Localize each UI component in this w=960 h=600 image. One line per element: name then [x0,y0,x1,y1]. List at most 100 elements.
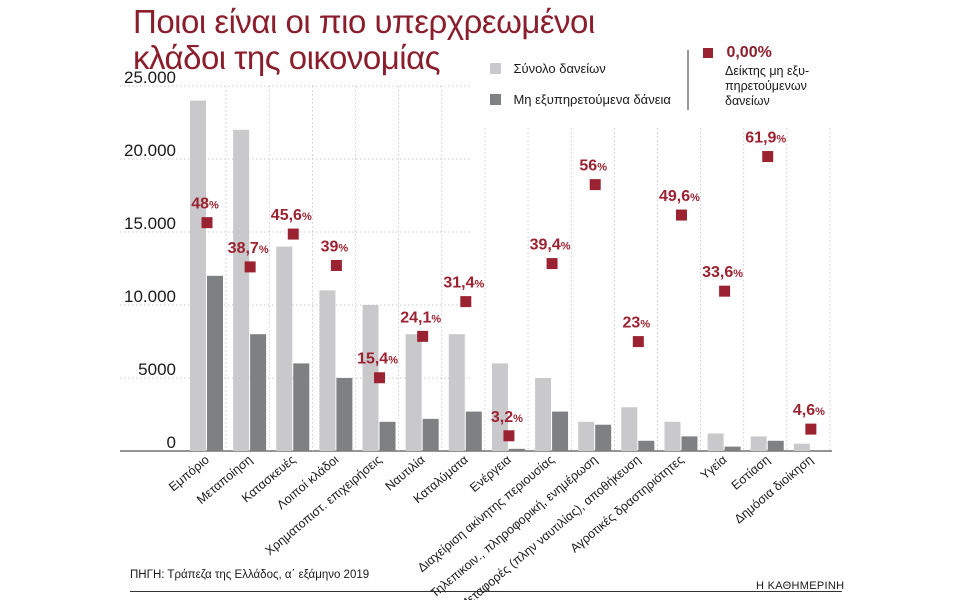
rate-marker [503,430,515,442]
bar-total [535,378,552,451]
bar-total [190,100,206,451]
y-tick-label: 5000 [138,360,176,379]
rate-label: 61,9% [745,130,786,147]
rate-marker [460,296,472,308]
rate-marker [244,261,256,273]
bar-total [319,290,336,451]
bar-npl [638,440,655,451]
legend-rate-swatch [703,47,713,58]
legend-rate-line-3: δανείων [725,94,770,108]
bar-npl [552,411,569,451]
rate-percent-sign: % [733,268,743,280]
bar-npl [681,436,698,451]
x-tick-label: Υγεία [698,453,730,483]
bar-npl [207,275,223,451]
rate-marker [330,259,342,271]
legend-rate-value: 0,00% [726,44,772,61]
rate-percent-sign: % [474,279,484,291]
bars [190,100,810,452]
rate-marker [374,372,386,384]
rate-label: 4,6% [793,402,825,419]
rate-label: 31,4% [443,275,484,292]
rate-percent-sign: % [776,134,786,146]
rate-label: 23% [623,315,651,332]
title-line-1: Ποιοι είναι οι πιο υπερχρεωμένοι [133,3,595,40]
y-tick-label: 10.000 [124,287,176,306]
rate-marker [719,285,731,297]
rate-marker [201,217,213,229]
bar-npl [767,440,784,451]
rate-marker [287,228,299,240]
rate-marker [546,258,558,270]
rate-percent-sign: % [597,162,607,174]
y-tick-label: 0 [167,433,176,452]
legend-total-label: Σύνολο δανείων [513,61,606,77]
rate-marker [417,330,429,342]
bar-npl [250,334,267,451]
rate-marker [805,423,817,435]
rate-percent-sign: % [815,406,825,418]
title-line-2: κλάδοι της οικονομίας [133,39,441,76]
rate-label: 48% [191,196,219,213]
y-tick-label: 15.000 [124,214,176,233]
rate-percent-sign: % [388,355,398,367]
rate-percent-sign: % [513,413,523,425]
rate-label: 38,7% [228,240,269,257]
rate-marker [589,179,601,191]
rate-label: 15,4% [357,351,398,368]
bar-total [707,433,724,451]
publisher-brand: Η ΚΑΘΗΜΕΡΙΝΗ [756,580,845,592]
bar-total [362,305,379,451]
legend-rate-line-1: Δείκτης μη εξυ- [725,64,810,78]
source-note: ΠΗΓΗ: Τράπεζα της Ελλάδος, α΄ εξάμηνο 20… [130,569,370,581]
bar-npl [465,411,482,451]
bar-total [405,334,422,451]
y-axis-ticks: 0 5000 10.000 15.000 20.000 25.000 [124,68,176,452]
bar-total [448,334,465,451]
legend-npl: Μη εξυπηρετούμενα δάνεια [490,91,671,109]
bar-total [621,407,638,451]
bar-total [578,421,595,451]
bar-npl [508,448,525,451]
legend-total-swatch [490,63,501,75]
rate-label: 24,1% [400,309,441,326]
rate-marker [675,209,687,221]
footer-rule [130,591,842,592]
rate-percent-sign: % [561,241,571,253]
rate-label: 39,4% [530,237,571,254]
bar-npl [422,418,439,451]
rate-markers [201,151,817,442]
bar-npl [595,424,612,451]
rate-marker [632,336,644,348]
legend-rate-line-2: πηρετούμενων [725,79,807,93]
rate-percent-sign: % [259,244,269,256]
legend-npl-label: Μη εξυπηρετούμενα δάνεια [513,92,671,108]
rate-label: 3,2% [491,409,523,426]
bar-total [233,129,250,452]
bar-npl [336,378,353,451]
bar-npl [724,446,741,451]
rate-percent-sign: % [690,192,700,204]
rate-label: 49,6% [659,188,700,205]
rate-marker [762,151,774,163]
x-tick-label: Δημόσια διοίκηση [732,453,816,527]
legend-rate-description: Δείκτης μη εξυ- πηρετούμενων δανείων [725,64,809,109]
bar-total [664,421,681,451]
rate-percent-sign: % [431,313,441,325]
rate-percent-sign: % [338,242,348,254]
rate-label: 56% [579,158,607,175]
bar-npl [293,363,310,451]
y-tick-label: 25.000 [124,68,176,87]
bar-total [276,246,293,451]
bar-total [750,436,767,451]
bar-total [491,363,508,451]
y-tick-label: 20.000 [124,141,176,160]
rate-percent-sign: % [302,211,312,223]
bar-npl [379,421,396,451]
chart-title: Ποιοι είναι οι πιο υπερχρεωμένοι κλάδοι … [133,4,595,76]
legend-npl-swatch [490,94,501,106]
rate-labels: 48% 38,7%45,6% 39% 15,4% 24,1%31,4% 3,2% 39,4%… [191,130,825,426]
rate-label: 45,6% [271,207,312,224]
legend-rate: 0,00% Δείκτης μη εξυ- πηρετούμενων δανεί… [703,44,809,109]
